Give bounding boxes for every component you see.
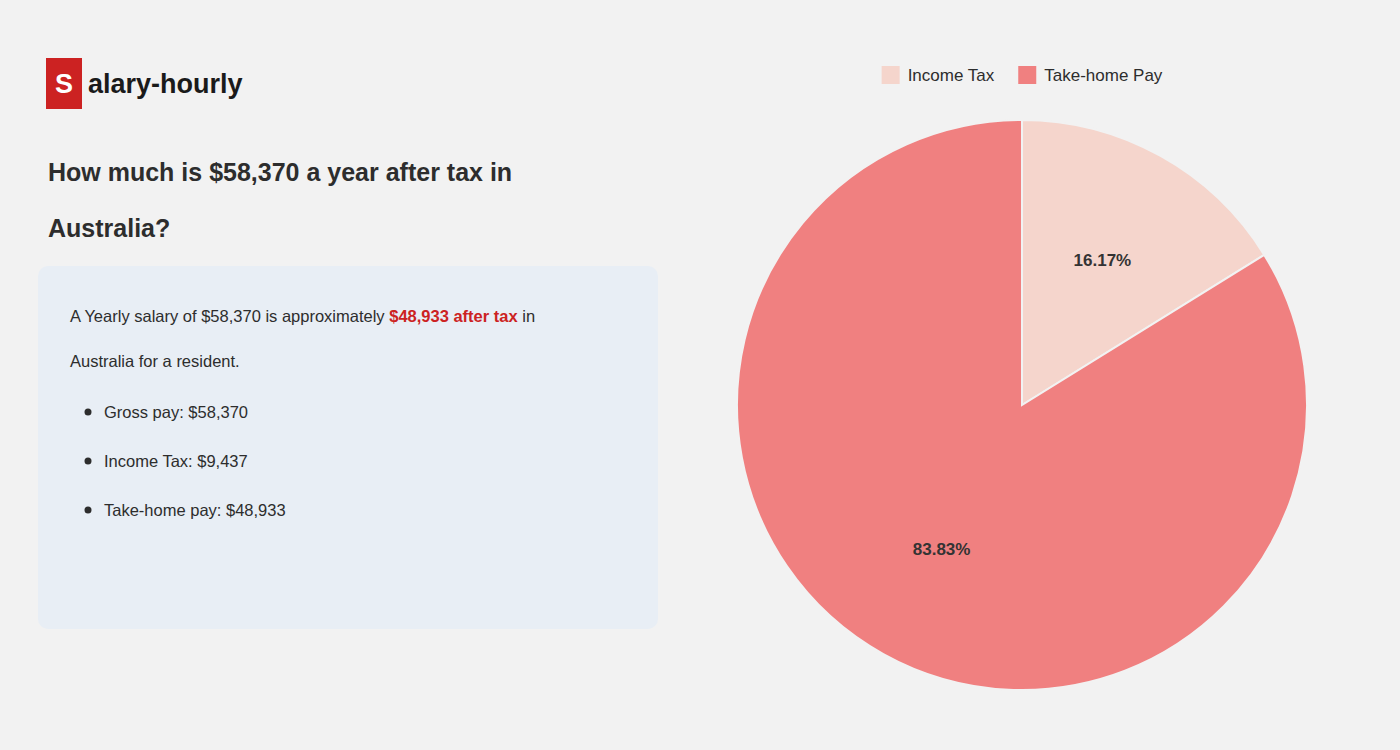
bullet-text: Take-home pay: $48,933 xyxy=(104,501,286,519)
legend-label: Income Tax xyxy=(908,66,995,85)
legend-swatch xyxy=(1018,66,1036,84)
bullet-text: Income Tax: $9,437 xyxy=(104,452,248,470)
text-segment: Australia for a resident. xyxy=(70,352,240,370)
pie-slice xyxy=(737,120,1307,690)
text-segment: in xyxy=(518,307,535,325)
bullet-dot xyxy=(85,409,92,416)
bullet-dot xyxy=(85,458,92,465)
info-box xyxy=(38,266,658,629)
data-labels: 16.17% 83.83% xyxy=(913,251,1131,559)
title: Australia? xyxy=(48,214,170,242)
legend-item: Take-home Pay xyxy=(1018,66,1163,85)
pie xyxy=(737,120,1307,690)
logo-box xyxy=(46,58,82,109)
data-label: 16.17% xyxy=(1074,251,1132,270)
legend-swatch xyxy=(882,66,900,84)
text-segment: Income Tax: $9,437 xyxy=(104,452,248,470)
info-text: A Yearly salary of $58,370 is approximat… xyxy=(70,307,535,325)
text-panel: Salary-hourly How much is $58,370 a year … xyxy=(38,58,658,629)
legend: Income Tax Take-home Pay xyxy=(882,66,1163,85)
data-label: 83.83% xyxy=(913,540,971,559)
chart-root: Salary-hourly How much is $58,370 a year … xyxy=(0,0,1400,750)
background xyxy=(0,0,1400,750)
logo-text: alary-hourly xyxy=(88,69,243,99)
text-segment: Gross pay: $58,370 xyxy=(104,403,248,421)
legend-item: Income Tax xyxy=(882,66,995,85)
bullet-text: Gross pay: $58,370 xyxy=(104,403,248,421)
legend-label: Take-home Pay xyxy=(1044,66,1163,85)
highlight-text: $48,933 after tax xyxy=(389,307,518,325)
title: How much is $58,370 a year after tax in xyxy=(48,158,512,186)
logo-letter: S xyxy=(55,69,73,99)
bullet-dot xyxy=(85,507,92,514)
text-segment: A Yearly salary of $58,370 is approximat… xyxy=(70,307,389,325)
info-text: Australia for a resident. xyxy=(70,352,240,370)
text-segment: Take-home pay: $48,933 xyxy=(104,501,286,519)
